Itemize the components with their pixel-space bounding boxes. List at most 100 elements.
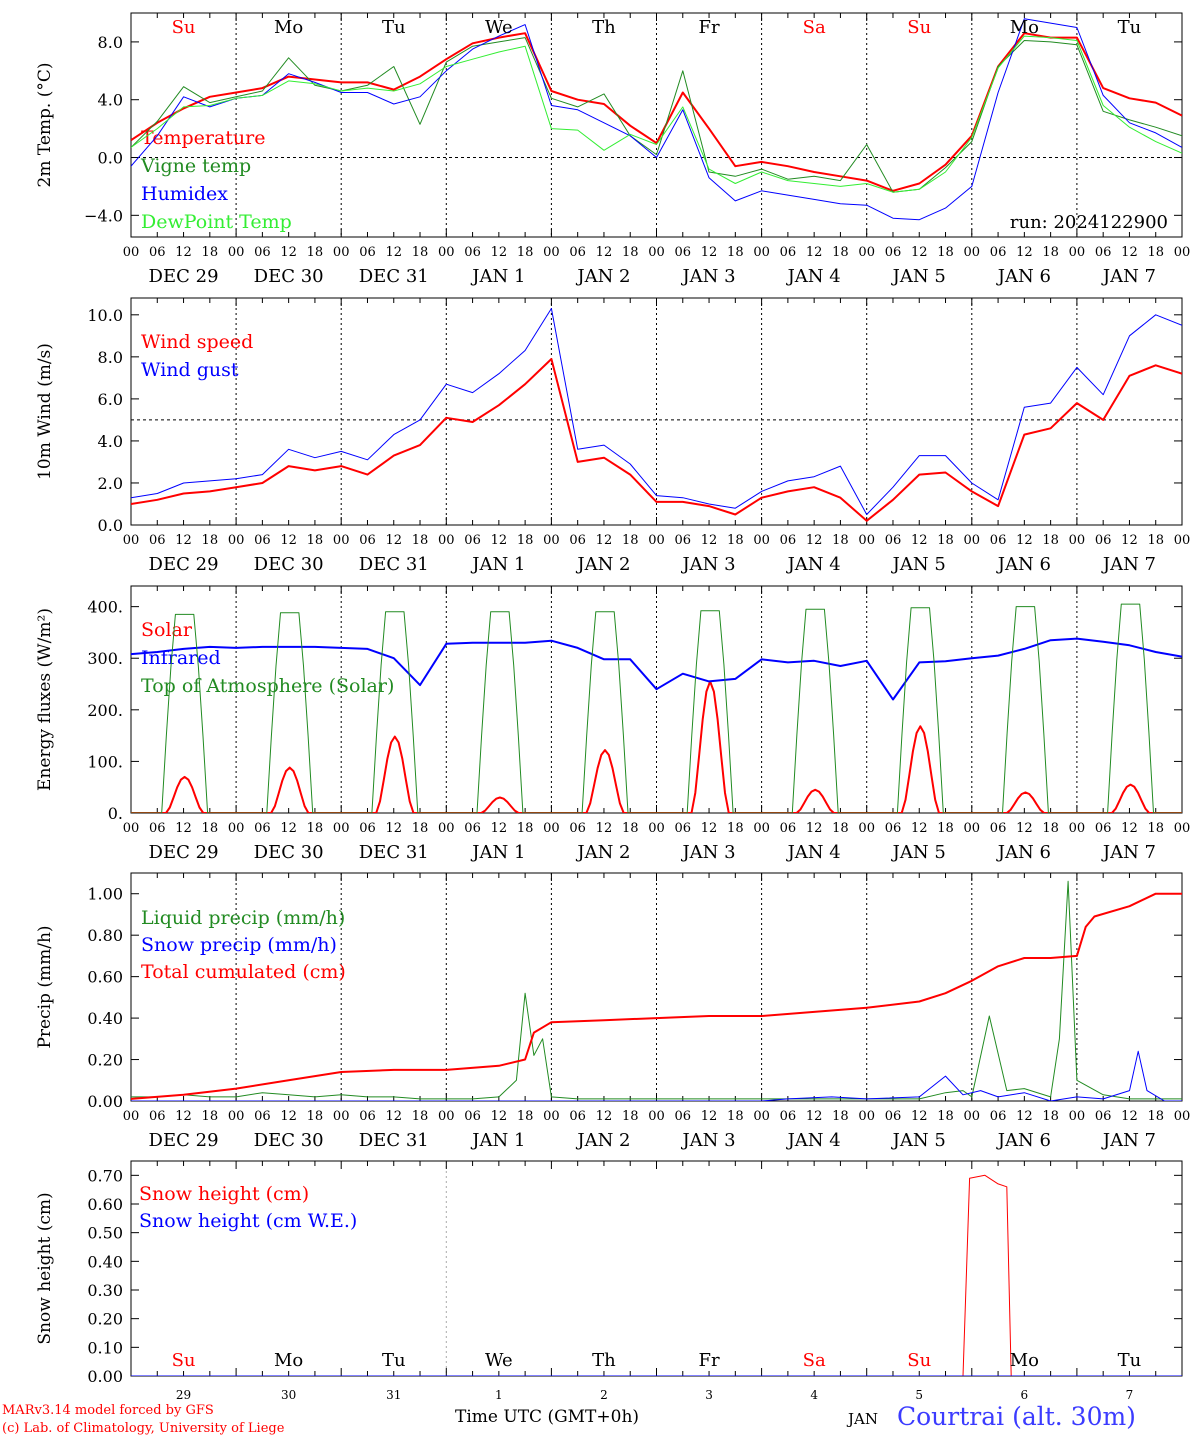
hour-label-1-7-2: 12 (911, 533, 928, 548)
hour-label-3-2-2: 12 (385, 1109, 402, 1124)
weekday-bottom-3: We (485, 1350, 513, 1371)
hour-label-0-7-2: 12 (911, 245, 928, 260)
hour-label-2-6-0: 00 (753, 821, 770, 836)
hour-label-1-1-0: 00 (228, 533, 245, 548)
hour-label-3-5-1: 06 (675, 1109, 692, 1124)
date-label-0-7: JAN 5 (891, 266, 946, 287)
y-axis-label-3: Precip (mm/h) (35, 925, 55, 1048)
hour-label-2-7-0: 00 (858, 821, 875, 836)
hour-label-1-8-0: 00 (964, 533, 981, 548)
hour-label-0-4-0: 00 (543, 245, 560, 260)
hour-label-0-8-2: 12 (1016, 245, 1033, 260)
station-name: Courtrai (alt. 30m) (897, 1402, 1136, 1431)
hour-label-0-8-0: 00 (964, 245, 981, 260)
hour-label-3-3-3: 18 (517, 1109, 534, 1124)
hour-label-1-1-3: 18 (307, 533, 324, 548)
hour-label-3-6-1: 06 (780, 1109, 797, 1124)
y-axis-label-4: Snow height (cm) (35, 1192, 55, 1344)
hour-label-3-2-3: 18 (412, 1109, 429, 1124)
hour-label-0-1-2: 12 (280, 245, 297, 260)
hour-label-2-3-0: 00 (438, 821, 455, 836)
hour-label-3-1-2: 12 (280, 1109, 297, 1124)
hour-label-2-7-2: 12 (911, 821, 928, 836)
weekday-top-0: Su (172, 17, 196, 38)
hour-label-3-9-2: 12 (1121, 1109, 1138, 1124)
y-tick-label-4-0: 0.00 (87, 1367, 123, 1386)
y-axis-label-1: 10m Wind (m/s) (35, 343, 55, 480)
hour-label-1-4-0: 00 (543, 533, 560, 548)
day-number-0: 29 (176, 1388, 191, 1402)
y-tick-label-4-3: 0.30 (87, 1281, 123, 1300)
hour-label-0-5-2: 12 (701, 245, 718, 260)
weekday-bottom-2: Tu (382, 1350, 406, 1371)
hour-label-2-6-3: 18 (832, 821, 849, 836)
hour-label-3-0-1: 06 (149, 1109, 166, 1124)
hour-label-1-3-3: 18 (517, 533, 534, 548)
hour-label-1-3-2: 12 (491, 533, 508, 548)
y-tick-label-4-2: 0.20 (87, 1310, 123, 1329)
date-label-1-3: JAN 1 (470, 554, 525, 575)
hour-label-1-9-1: 06 (1095, 533, 1112, 548)
date-label-3-1: DEC 30 (254, 1130, 324, 1151)
series-line-3-0 (131, 880, 1182, 1100)
hour-label-0-0-2: 12 (175, 245, 192, 260)
hour-label-2-0-2: 12 (175, 821, 192, 836)
series-line-4-0 (131, 1174, 1182, 1376)
y-tick-label-3-5: 1.00 (87, 885, 123, 904)
date-label-1-5: JAN 3 (680, 554, 735, 575)
hour-label-0-7-3: 18 (937, 245, 954, 260)
hour-label-0-6-0: 00 (753, 245, 770, 260)
hour-label-1-8-1: 06 (990, 533, 1007, 548)
hour-label-3-9-0: 00 (1069, 1109, 1086, 1124)
hour-label-2-0-1: 06 (149, 821, 166, 836)
legend-entry-3-1: Snow precip (mm/h) (141, 934, 337, 956)
hour-label-0-9-0: 00 (1069, 245, 1086, 260)
hour-label-2-3-3: 18 (517, 821, 534, 836)
date-label-3-7: JAN 5 (891, 1130, 946, 1151)
date-label-0-2: DEC 31 (359, 266, 429, 287)
hour-label-3-0-2: 12 (175, 1109, 192, 1124)
hour-label-1-2-0: 00 (333, 533, 350, 548)
hour-label-0-0-1: 06 (149, 245, 166, 260)
hour-label-2-9-3: 18 (1147, 821, 1164, 836)
date-label-0-8: JAN 6 (996, 266, 1051, 287)
hour-label-0-0-0: 00 (123, 245, 140, 260)
hour-label-2-5-0: 00 (648, 821, 665, 836)
date-label-2-5: JAN 3 (680, 842, 735, 863)
hour-label-0-8-1: 06 (990, 245, 1007, 260)
hour-label-0-6-2: 12 (806, 245, 823, 260)
hour-label-end-2: 00 (1174, 821, 1191, 836)
date-label-3-4: JAN 2 (575, 1130, 630, 1151)
legend-entry-2-2: Top of Atmosphere (Solar) (141, 675, 394, 697)
hour-label-1-5-2: 12 (701, 533, 718, 548)
series-line-0-3 (131, 35, 1182, 193)
legend-entry-1-1: Wind gust (141, 359, 239, 381)
hour-label-3-5-2: 12 (701, 1109, 718, 1124)
hour-label-3-4-0: 00 (543, 1109, 560, 1124)
weekday-top-5: Fr (699, 17, 720, 38)
y-tick-label-4-6: 0.60 (87, 1195, 123, 1214)
hour-label-0-3-1: 06 (464, 245, 481, 260)
day-number-9: 7 (1126, 1388, 1134, 1402)
hour-label-3-6-0: 00 (753, 1109, 770, 1124)
series-line-3-2 (131, 892, 1182, 1100)
y-tick-label-4-1: 0.10 (87, 1338, 123, 1357)
hour-label-0-0-3: 18 (202, 245, 219, 260)
y-tick-label-2-2: 200. (87, 701, 123, 720)
y-tick-label-0-3: 8.0 (98, 33, 123, 52)
day-number-8: 6 (1021, 1388, 1029, 1402)
x-axis-title: Time UTC (GMT+0h) (455, 1407, 640, 1427)
date-label-1-6: JAN 4 (786, 554, 841, 575)
hour-label-1-1-2: 12 (280, 533, 297, 548)
date-label-3-0: DEC 29 (149, 1130, 219, 1151)
hour-label-1-9-3: 18 (1147, 533, 1164, 548)
hour-label-1-4-1: 06 (569, 533, 586, 548)
hour-label-0-9-2: 12 (1121, 245, 1138, 260)
hour-label-2-8-2: 12 (1016, 821, 1033, 836)
credit-line-model: MARv3.14 model forced by GFS (2, 1403, 214, 1418)
hour-label-3-5-0: 00 (648, 1109, 665, 1124)
series-line-0-2 (131, 18, 1182, 221)
weekday-bottom-8: Mo (1010, 1350, 1039, 1371)
hour-label-end-0: 00 (1174, 245, 1191, 260)
